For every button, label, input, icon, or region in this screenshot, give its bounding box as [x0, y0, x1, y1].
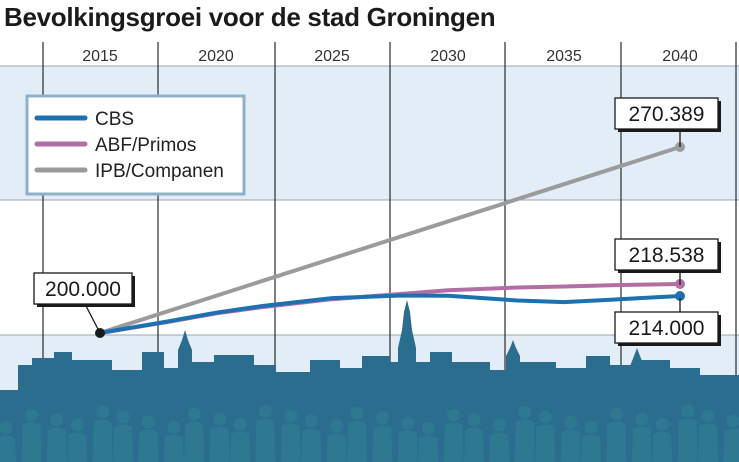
- person-head-30: [701, 409, 715, 423]
- person-body-0: [0, 435, 16, 462]
- person-body-29: [677, 418, 698, 462]
- person-head-22: [518, 405, 532, 419]
- person-body-5: [113, 424, 133, 462]
- person-head-0: [0, 421, 13, 435]
- person-body-9: [209, 426, 230, 462]
- person-head-24: [564, 415, 578, 429]
- annotation-pointer-0: [84, 303, 101, 334]
- person-head-1: [24, 408, 38, 422]
- person-body-30: [698, 423, 718, 462]
- person-body-3: [67, 432, 88, 462]
- person-body-12: [280, 423, 301, 462]
- person-body-6: [138, 429, 159, 462]
- person-body-25: [581, 434, 601, 462]
- person-body-27: [631, 426, 652, 462]
- x-tick-2020: 2020: [198, 48, 234, 65]
- annotation-label-0: 200.000: [45, 278, 121, 301]
- person-head-2: [50, 413, 64, 427]
- x-tick-2015: 2015: [82, 48, 118, 65]
- annotation-box-0: [33, 272, 133, 305]
- person-head-17: [401, 416, 415, 430]
- annotation-label-2: 218.538: [629, 244, 705, 267]
- person-body-31: [723, 428, 739, 462]
- person-body-20: [464, 427, 484, 462]
- person-head-18: [421, 421, 435, 435]
- chart-title: Bevolkingsgroei voor de stad Groningen: [4, 2, 496, 32]
- person-head-6: [141, 415, 155, 429]
- x-tick-2030: 2030: [430, 48, 466, 65]
- legend: CBS ABF/Primos IPB/Companen: [25, 94, 246, 196]
- person-body-17: [397, 430, 418, 462]
- person-head-19: [447, 408, 461, 422]
- person-body-1: [21, 422, 42, 462]
- person-head-7: [167, 420, 181, 434]
- person-body-24: [560, 429, 581, 462]
- annotation-box-3: [614, 311, 719, 344]
- legend-label-2: IPB/Companen: [95, 161, 224, 182]
- person-body-28: [652, 431, 673, 462]
- annotation-label-3: 214.000: [629, 317, 705, 340]
- person-head-14: [330, 419, 344, 433]
- series-layer: [95, 142, 685, 338]
- person-head-31: [726, 414, 739, 428]
- person-head-8: [187, 407, 201, 421]
- person-body-8: [184, 421, 205, 462]
- person-head-9: [213, 412, 227, 426]
- x-tick-2025: 2025: [314, 48, 350, 65]
- person-head-20: [467, 413, 481, 427]
- person-head-26: [609, 407, 623, 421]
- legend-label-1: ABF/Primos: [95, 135, 196, 156]
- x-tick-2040: 2040: [662, 48, 698, 65]
- person-body-22: [514, 419, 535, 462]
- person-head-28: [655, 417, 669, 431]
- person-body-10: [230, 431, 250, 462]
- person-body-4: [92, 419, 113, 462]
- skyline-illustration: [0, 300, 739, 462]
- person-head-10: [233, 417, 247, 431]
- person-body-21: [489, 432, 510, 462]
- series-line-ipb-companen: [98, 145, 682, 335]
- x-tick-2035: 2035: [546, 48, 582, 65]
- person-head-16: [375, 411, 389, 425]
- person-body-23: [535, 424, 556, 462]
- series-endpoint-cbs: [675, 291, 685, 302]
- person-body-18: [418, 435, 439, 462]
- person-head-11: [258, 404, 272, 418]
- annotation-box-2: [614, 238, 719, 271]
- person-head-4: [96, 405, 110, 419]
- person-body-15: [347, 420, 367, 462]
- person-body-2: [46, 427, 67, 462]
- person-body-13: [301, 428, 322, 462]
- person-body-14: [326, 433, 347, 462]
- series-line-cbs: [98, 293, 682, 335]
- person-body-11: [255, 418, 276, 462]
- person-head-25: [584, 420, 598, 434]
- annotation-label-1: 270.389: [629, 103, 705, 126]
- annotations-layer: 200.000 270.389 218.538 214.000: [33, 97, 721, 346]
- person-head-3: [70, 418, 84, 432]
- person-head-27: [635, 412, 649, 426]
- person-head-29: [681, 404, 695, 418]
- legend-label-0: CBS: [95, 109, 134, 130]
- person-body-7: [163, 434, 184, 462]
- person-body-26: [606, 421, 627, 462]
- person-body-19: [443, 422, 464, 462]
- annotation-box-1: [614, 97, 719, 130]
- person-head-15: [350, 406, 364, 420]
- person-body-16: [372, 425, 393, 462]
- person-head-13: [304, 414, 318, 428]
- x-tick-labels: 2015 2020 2025 2030 2035 2040: [82, 48, 698, 65]
- person-head-12: [284, 409, 298, 423]
- person-head-5: [116, 410, 130, 424]
- person-head-23: [538, 410, 552, 424]
- person-head-21: [492, 418, 506, 432]
